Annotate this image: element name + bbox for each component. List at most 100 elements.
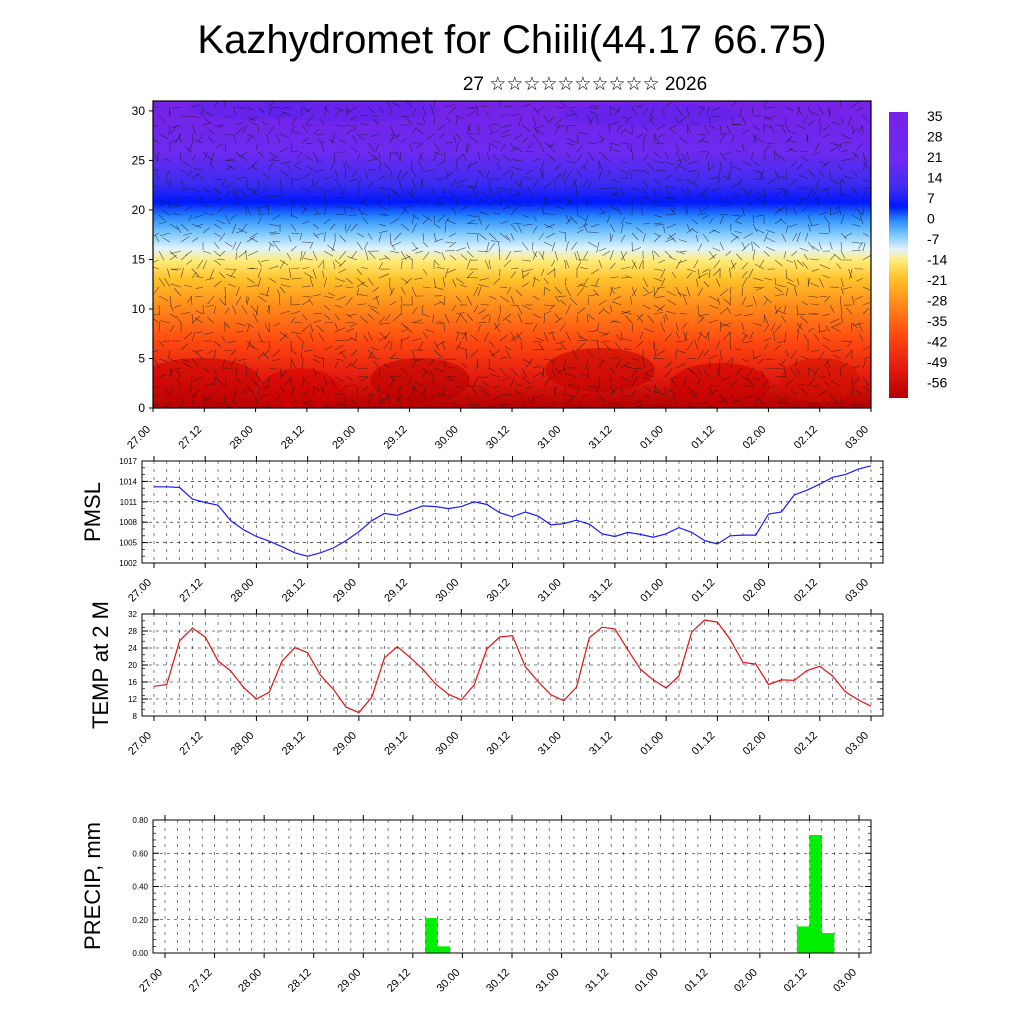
wind-barb bbox=[832, 327, 842, 333]
precip-bar bbox=[797, 926, 810, 953]
wind-barb bbox=[355, 331, 358, 342]
wind-barb bbox=[583, 160, 589, 168]
precip-y-axis: 0.000.200.400.600.80 bbox=[132, 816, 871, 958]
wind-barb bbox=[162, 237, 171, 243]
wind-barb bbox=[704, 125, 710, 135]
wind-barb bbox=[367, 250, 376, 259]
wind-barb bbox=[745, 394, 754, 399]
wind-barb bbox=[510, 304, 519, 307]
wind-barb bbox=[400, 138, 407, 144]
wind-barb bbox=[516, 190, 523, 198]
wind-barb bbox=[154, 359, 160, 369]
wind-barb bbox=[213, 349, 217, 360]
wind-barb bbox=[862, 302, 871, 306]
wind-barb bbox=[351, 349, 358, 356]
wind-barb bbox=[296, 151, 303, 158]
wind-barb bbox=[598, 394, 607, 403]
wind-barb bbox=[487, 152, 490, 162]
wind-barb bbox=[367, 350, 374, 360]
wind-barb bbox=[400, 115, 410, 118]
wind-barb bbox=[400, 250, 407, 261]
wind-barb bbox=[642, 394, 651, 398]
wind-barb bbox=[217, 258, 226, 261]
wind-barb bbox=[462, 331, 468, 340]
wind-barb bbox=[631, 286, 636, 297]
wind-barb bbox=[624, 222, 633, 225]
wind-barb bbox=[642, 178, 648, 189]
wind-barb bbox=[814, 142, 820, 152]
wind-barb bbox=[400, 336, 410, 342]
wind-barb bbox=[272, 349, 281, 358]
wind-barb bbox=[541, 205, 545, 216]
wind-barb bbox=[257, 217, 262, 225]
temp-line bbox=[153, 619, 872, 714]
wind-barb bbox=[862, 286, 870, 291]
wind-barb bbox=[525, 150, 534, 153]
wind-barb bbox=[521, 137, 528, 144]
wind-barb bbox=[818, 106, 824, 115]
wind-barb bbox=[477, 286, 482, 297]
wind-barb bbox=[188, 142, 193, 154]
wind-barb bbox=[554, 173, 562, 180]
wind-barb bbox=[785, 124, 790, 132]
wind-barb bbox=[609, 223, 616, 233]
wind-barb bbox=[570, 241, 578, 251]
wind-barb bbox=[541, 169, 545, 178]
wind-barb bbox=[583, 277, 589, 287]
wind-barb bbox=[675, 340, 684, 343]
wind-barb bbox=[840, 277, 844, 287]
wind-barb bbox=[492, 139, 501, 144]
wind-barb bbox=[230, 268, 237, 278]
wind-barb bbox=[411, 385, 416, 396]
wind-barb bbox=[169, 325, 175, 333]
wind-barb bbox=[803, 253, 809, 261]
wind-barb bbox=[854, 389, 864, 396]
wind-barb bbox=[526, 142, 534, 150]
wind-barb bbox=[356, 177, 362, 189]
wind-barb bbox=[636, 133, 644, 139]
wind-barb bbox=[372, 286, 380, 292]
wind-barb bbox=[690, 122, 699, 126]
wind-barb bbox=[538, 343, 545, 351]
wind-barb bbox=[444, 104, 456, 108]
wind-barb bbox=[345, 108, 348, 117]
wind-barb bbox=[312, 312, 322, 315]
wind-barb bbox=[314, 187, 325, 190]
wind-barb bbox=[596, 241, 600, 253]
wind-barb bbox=[257, 351, 265, 360]
wind-barb bbox=[598, 151, 606, 157]
wind-barb bbox=[700, 194, 710, 198]
wind-barb bbox=[479, 211, 490, 216]
wind-barb bbox=[257, 277, 262, 288]
wind-barb bbox=[665, 185, 677, 189]
wind-barb bbox=[209, 160, 215, 171]
wind-barb bbox=[554, 205, 565, 210]
wind-barb bbox=[565, 160, 576, 164]
wind-barb bbox=[766, 230, 776, 234]
wind-barb bbox=[521, 304, 532, 311]
wind-barb bbox=[269, 106, 281, 109]
wind-barb bbox=[455, 312, 465, 315]
wind-barb bbox=[206, 304, 215, 308]
wind-barb bbox=[277, 115, 281, 126]
wind-barb bbox=[290, 151, 299, 153]
wind-barb bbox=[411, 178, 416, 189]
wind-barb bbox=[697, 331, 703, 342]
wind-barb bbox=[697, 317, 705, 324]
wind-barb bbox=[532, 158, 541, 162]
wind-barb bbox=[268, 305, 271, 315]
wind-barb bbox=[180, 178, 185, 187]
wind-barb bbox=[186, 169, 193, 178]
wind-barb bbox=[561, 169, 567, 179]
wind-barb bbox=[565, 142, 576, 146]
wind-barb bbox=[514, 146, 523, 153]
wind-barb bbox=[564, 179, 567, 189]
wind-barb bbox=[675, 322, 679, 332]
wind-barb bbox=[640, 207, 644, 216]
wind-barb bbox=[466, 193, 475, 198]
wind-barb bbox=[554, 313, 561, 320]
wind-barb bbox=[255, 396, 259, 405]
wind-barb bbox=[608, 124, 611, 135]
wind-barb bbox=[587, 349, 593, 358]
wind-barb bbox=[343, 161, 347, 171]
